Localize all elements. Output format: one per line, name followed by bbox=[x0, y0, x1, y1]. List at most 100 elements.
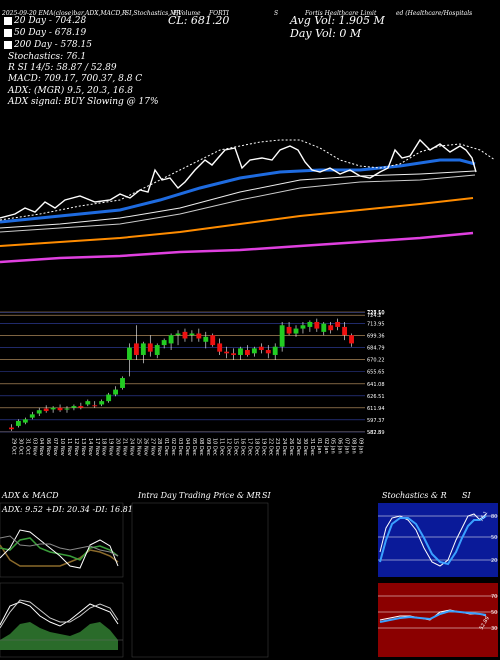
date-axis-label: 04 Dec bbox=[184, 438, 190, 456]
price-axis-label: 670.22 bbox=[367, 358, 385, 364]
candle-body bbox=[140, 343, 146, 355]
date-axis-label: 24 Dec bbox=[281, 438, 287, 456]
company-name: Fortis Healthcare Limit bbox=[305, 10, 377, 17]
candle-body bbox=[231, 353, 236, 355]
date-axis-label: 20 Nov bbox=[115, 438, 121, 456]
chart-info-mid4: S bbox=[274, 10, 279, 17]
candle-body bbox=[15, 420, 21, 426]
candle-body bbox=[78, 406, 84, 408]
date-axis-label: 19 Dec bbox=[260, 438, 266, 456]
date-axis-label: 04 Nov bbox=[38, 438, 44, 456]
company-sector: ed (Healthcare/Hospitals bbox=[396, 10, 473, 17]
date-axis-label: 06 Nov bbox=[45, 438, 51, 456]
adx-signal-readout: ADX signal: BUY Slowing @ 17% bbox=[8, 97, 159, 107]
date-axis-label: 02 Dec bbox=[170, 438, 176, 456]
candle-body bbox=[349, 335, 354, 344]
date-axis-label: 10 Dec bbox=[212, 438, 218, 456]
rsi-panel bbox=[378, 583, 498, 657]
close-price: CL: 681.20 bbox=[168, 14, 230, 27]
price-gridlines bbox=[0, 311, 365, 433]
candle-body bbox=[210, 335, 216, 346]
date-axis-label: 30 Dec bbox=[302, 438, 308, 456]
candle-body bbox=[293, 328, 299, 334]
candle-body bbox=[265, 350, 271, 354]
date-axis-label: 01 Jan bbox=[316, 438, 322, 454]
adx-macd-panel-title: ADX & MACD bbox=[2, 491, 59, 500]
candle-body bbox=[342, 326, 348, 336]
date-axis-label: 01 Dec bbox=[163, 438, 169, 456]
price-axis-label: 582.59 bbox=[367, 430, 385, 436]
candle-body bbox=[168, 335, 174, 344]
date-axis-labels: 29 Oct 30 Oct 31 Oct 03 Nov 04 Nov 06 Nov 07 N… bbox=[10, 438, 363, 456]
candle-body bbox=[328, 325, 334, 331]
candle-body bbox=[57, 407, 63, 411]
date-axis-label: 09 Dec bbox=[205, 438, 211, 456]
candle-body bbox=[22, 419, 28, 423]
candle-body bbox=[106, 394, 112, 402]
candle-body bbox=[300, 325, 306, 329]
adx-readout: ADX: (MGR) 9.5, 20.3, 16.8 bbox=[8, 86, 133, 96]
rsi-level-70: 70 bbox=[491, 594, 497, 600]
candle-body bbox=[113, 389, 118, 395]
macd-signal-line bbox=[0, 599, 119, 629]
date-axis-label: 21 Nov bbox=[122, 438, 128, 456]
date-axis-label: 30 Oct bbox=[17, 438, 23, 455]
ema-100-line bbox=[0, 197, 474, 247]
stoch-level-80: 80 bbox=[491, 514, 497, 520]
candle-body bbox=[335, 321, 341, 327]
price-axis-label: 724.2 bbox=[367, 313, 381, 319]
mrf-panel bbox=[131, 502, 269, 658]
candle-body bbox=[36, 410, 42, 414]
mrf-panel-title: Intra Day Trading Price & MR bbox=[138, 491, 261, 500]
adx-line bbox=[0, 544, 119, 567]
candle-body bbox=[133, 343, 139, 355]
average-volume: Avg Vol: 1.905 M bbox=[290, 14, 385, 27]
legend-200day: 200 Day - 578.15 bbox=[4, 40, 92, 50]
plus-di-line bbox=[0, 537, 119, 561]
date-axis-label: 02 Jan bbox=[323, 438, 329, 454]
legend-50day: 50 Day - 678.19 bbox=[4, 28, 86, 38]
date-axis-label: 03 Nov bbox=[31, 438, 37, 456]
chart-info-mid2: F,Volume bbox=[173, 10, 201, 17]
price-axis-label: 597.37 bbox=[367, 418, 385, 424]
legend-50day-swatch bbox=[4, 28, 12, 37]
price-axis-label: 699.36 bbox=[367, 334, 385, 340]
candle-body bbox=[92, 405, 98, 407]
date-axis-label: 12 Dec bbox=[226, 438, 232, 456]
price-close-line bbox=[0, 138, 477, 219]
chart-info-mid3: FORTI bbox=[209, 10, 229, 17]
date-axis-label: 19 Nov bbox=[108, 438, 114, 456]
date-axis-label: 15 Dec bbox=[233, 438, 239, 456]
adx-gray-line bbox=[0, 535, 119, 557]
date-axis-label: 05 Dec bbox=[191, 438, 197, 456]
rsi-level-30: 30 bbox=[491, 626, 497, 632]
date-axis-label: 05 Jan bbox=[330, 438, 336, 454]
candle-body bbox=[182, 331, 188, 339]
date-axis-label: 31 Oct bbox=[24, 438, 30, 455]
date-axis-label: 03 Dec bbox=[177, 438, 183, 456]
day-volume: Day Vol: 0 M bbox=[290, 27, 362, 40]
stoch-k-line bbox=[379, 513, 487, 567]
rsi-readout: R SI 14/5: 58.87 / 52.89 bbox=[8, 63, 117, 73]
candle-body bbox=[71, 406, 77, 408]
legend-20day: 20 Day - 704.28 bbox=[4, 16, 86, 26]
stoch-level-50: 50 bbox=[491, 535, 497, 541]
rsi-line-blue bbox=[379, 609, 487, 623]
date-axis-label: 09 Jan bbox=[357, 438, 363, 454]
candle-body bbox=[272, 346, 278, 355]
date-axis-label: 29 Dec bbox=[295, 438, 301, 456]
date-axis-label: 28 Nov bbox=[156, 438, 162, 456]
rsi-level-50: 50 bbox=[491, 610, 497, 616]
date-axis-label: 17 Dec bbox=[246, 438, 252, 456]
candle-body bbox=[203, 336, 209, 342]
stochastics-readout: Stochastics: 76.1 bbox=[8, 52, 87, 62]
stoch-panel-title-si: SI bbox=[462, 491, 471, 500]
stoch-value-label: 76.1 bbox=[479, 510, 490, 523]
chart-info-mid: SI,Stochastics,MR bbox=[125, 10, 181, 17]
chart-info-line: 2025-09-20 EMA(close)bar,ADX,MACD,R bbox=[2, 10, 127, 17]
price-axis-label: 626.51 bbox=[367, 394, 385, 400]
stoch-d-line bbox=[379, 515, 487, 566]
candle-body bbox=[9, 427, 14, 430]
